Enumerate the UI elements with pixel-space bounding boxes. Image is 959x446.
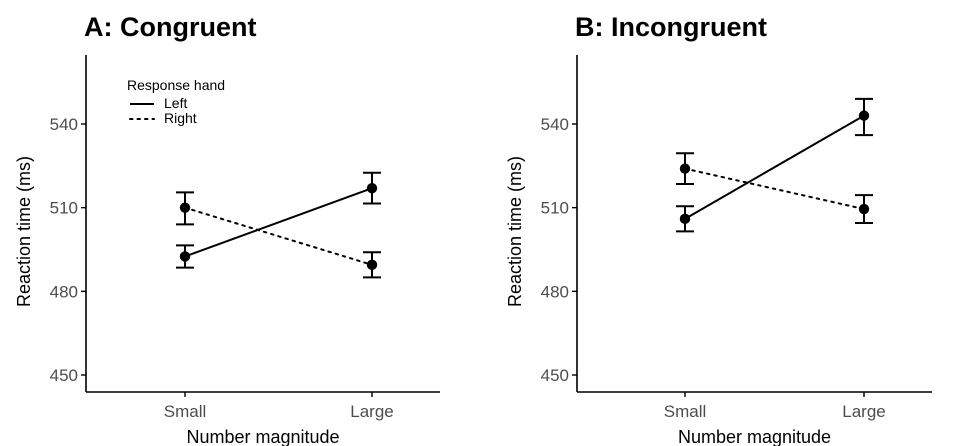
legend-label: Right bbox=[164, 110, 197, 126]
x-tick-label: Large bbox=[350, 402, 393, 421]
legend-label: Left bbox=[164, 95, 187, 111]
data-point bbox=[179, 251, 191, 262]
data-point bbox=[679, 163, 691, 174]
data-point bbox=[858, 110, 870, 121]
y-axis-title: Reaction time (ms) bbox=[505, 156, 525, 307]
legend-title: Response hand bbox=[127, 77, 225, 93]
panel-congruent: A: Congruent 450 480 510 540 Small Large Number… bbox=[14, 12, 440, 446]
y-tick-label: 480 bbox=[50, 282, 78, 301]
series-line-right bbox=[184, 206, 373, 266]
data-point bbox=[679, 213, 691, 225]
series-line-left bbox=[684, 114, 865, 220]
data-point bbox=[858, 203, 870, 215]
data-point bbox=[179, 202, 191, 213]
x-tick-label: Small bbox=[664, 402, 707, 421]
y-tick-label: 450 bbox=[50, 366, 78, 385]
chart-title: A: Congruent bbox=[84, 12, 256, 42]
y-tick-label: 510 bbox=[50, 199, 78, 218]
y-tick-label: 480 bbox=[541, 282, 569, 301]
y-tick-label: 540 bbox=[541, 115, 569, 134]
x-axis-title: Number magnitude bbox=[678, 427, 831, 446]
y-tick-label: 510 bbox=[541, 199, 569, 218]
chart-title: B: Incongruent bbox=[575, 12, 767, 42]
y-tick-label: 540 bbox=[50, 115, 78, 134]
y-tick-label: 450 bbox=[541, 366, 569, 385]
x-tick-label: Large bbox=[842, 402, 885, 421]
y-axis-title: Reaction time (ms) bbox=[14, 156, 34, 307]
x-axis-title: Number magnitude bbox=[186, 427, 339, 446]
series-line-left bbox=[184, 187, 373, 258]
panel-incongruent: B: Incongruent 450 480 510 540 Small Large Numb… bbox=[505, 12, 932, 446]
series-line-right bbox=[684, 167, 865, 211]
x-tick-label: Small bbox=[164, 402, 207, 421]
data-point bbox=[366, 259, 378, 271]
data-point bbox=[366, 182, 378, 194]
